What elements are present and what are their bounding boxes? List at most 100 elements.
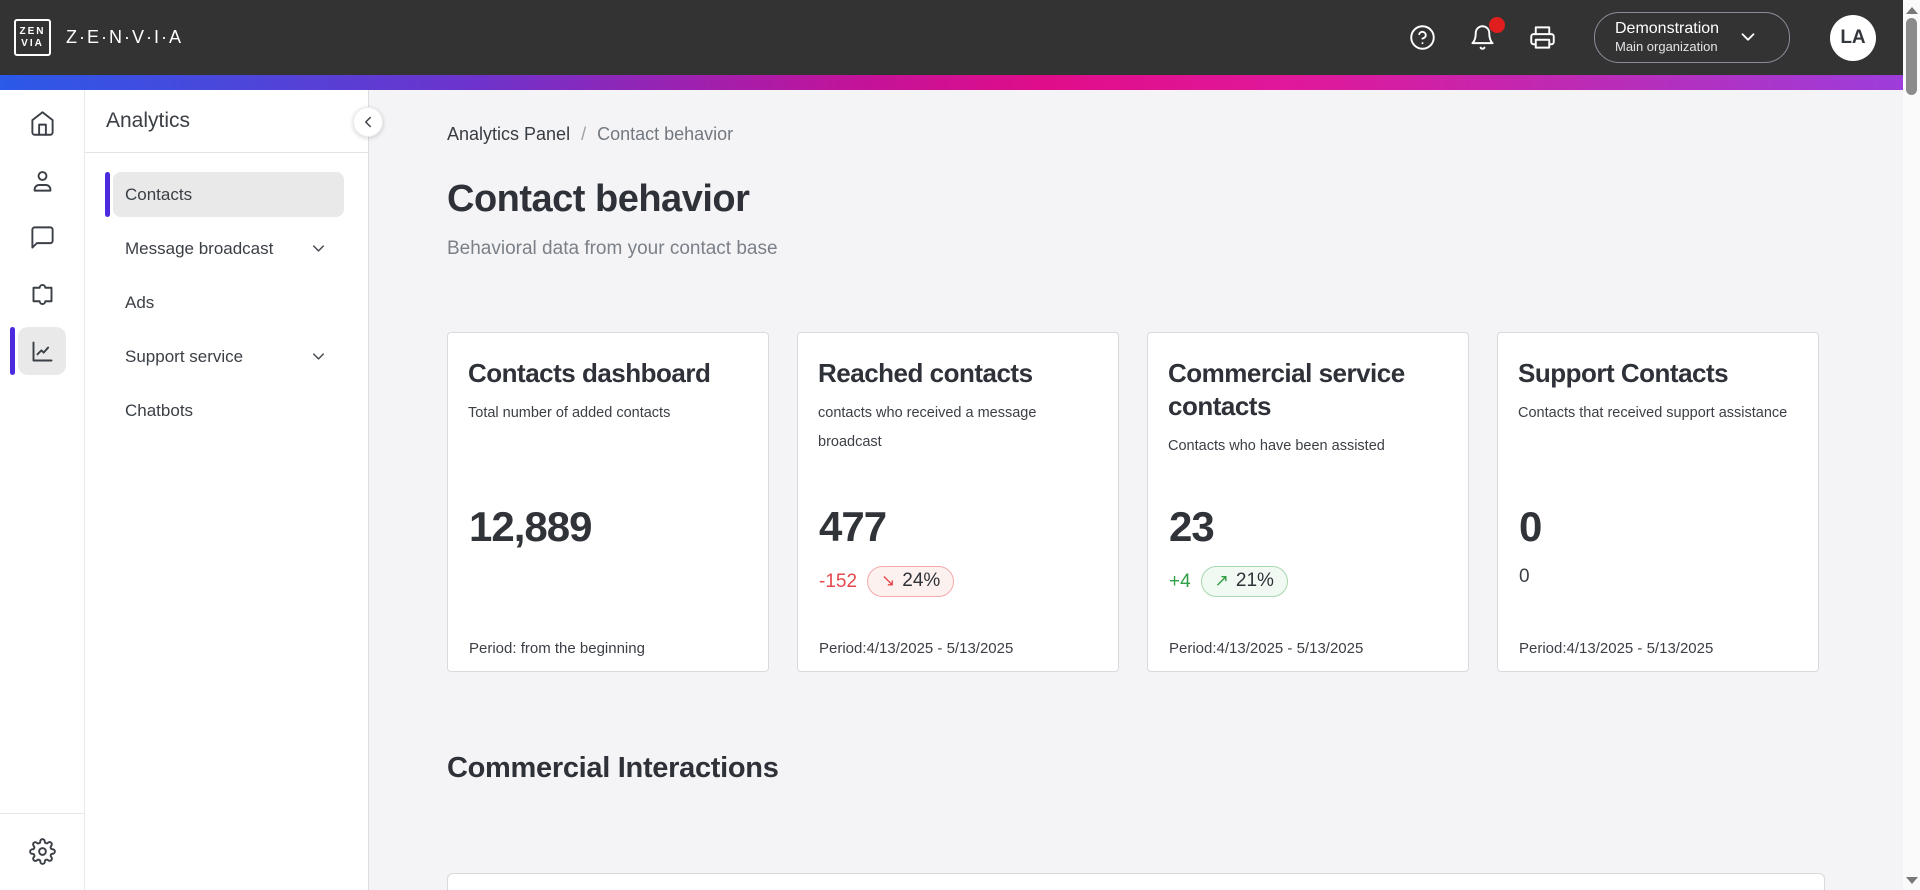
line-chart-icon [29,338,56,365]
section-title-commercial-interactions: Commercial Interactions [447,752,779,784]
app-body: Analytics Contacts Message broadcast Ads… [0,90,1903,890]
card-value: 12,889 [469,503,592,550]
sidebar-tickets-button[interactable] [18,270,66,318]
card-period: Period:4/13/2025 - 5/13/2025 [1519,640,1714,657]
sidebar-home-button[interactable] [18,99,66,147]
delta-value: 0 [1519,566,1530,587]
chevron-down-icon [309,347,328,366]
page-title: Contact behavior [447,178,750,220]
menu-item-contacts[interactable]: Contacts [105,172,344,217]
card-value: 477 [819,503,887,550]
chat-bubble-icon [29,224,56,251]
card-delta-row: -152 ↘ 24% [819,566,955,597]
card-title: Reached contacts [818,358,1033,388]
trend-down-arrow-icon: ↘ [881,571,896,590]
card-delta-row: 0 [1519,566,1530,588]
breadcrumb: Analytics Panel / Contact behavior [447,124,1903,145]
logo-line-bottom: VIA [21,37,44,49]
breadcrumb-separator: / [581,124,587,144]
metric-card-commercial-service-contacts: Commercial service contacts Contacts who… [1147,332,1469,672]
menu-item-label: Message broadcast [125,238,274,258]
card-description: contacts who received a message broadcas… [818,405,1037,450]
card-title: Commercial service contacts [1168,358,1405,421]
breadcrumb-current: Contact behavior [597,124,734,144]
panel-header: Analytics [85,90,368,153]
breadcrumb-analytics-panel[interactable]: Analytics Panel [447,124,571,144]
menu-item-chatbots[interactable]: Chatbots [113,388,344,433]
card-description: Contacts that received support assistanc… [1518,405,1788,421]
notification-badge [1489,17,1505,33]
help-button[interactable] [1409,24,1436,51]
zenvia-brand: ZEN VIA Z·E·N·V·I·A [14,19,183,56]
menu-item-label: Support service [125,346,244,366]
print-button[interactable] [1529,24,1556,51]
commercial-interactions-card [447,873,1825,890]
scrollbar-up-arrow[interactable] [1905,7,1918,14]
organization-subtitle: Main organization [1615,39,1718,54]
chevron-down-icon [1737,26,1759,48]
menu-item-message-broadcast[interactable]: Message broadcast [113,226,344,271]
menu-item-label: Chatbots [125,400,194,420]
brand-wordmark: Z·E·N·V·I·A [66,27,183,47]
scrollbar-thumb[interactable] [1906,18,1917,95]
card-description: Total number of added contacts [468,405,671,421]
card-title: Contacts dashboard [468,358,711,388]
analytics-panel: Analytics Contacts Message broadcast Ads… [85,90,383,890]
scrollbar-down-arrow[interactable] [1905,877,1918,884]
topbar-actions: Demonstration Main organization LA [1409,12,1876,63]
panel-collapse-button[interactable] [353,107,383,137]
delta-value: -152 [819,570,858,592]
sidebar-analytics-button[interactable] [10,327,66,375]
card-period: Period:4/13/2025 - 5/13/2025 [1169,640,1364,657]
card-value: 23 [1169,503,1215,550]
trend-badge-up: ↗ 21% [1200,566,1288,597]
metric-card-reached-contacts: Reached contacts contacts who received a… [797,332,1119,672]
organization-name: Demonstration [1615,20,1720,37]
card-period: Period:4/13/2025 - 5/13/2025 [819,640,1014,657]
panel-menu: Contacts Message broadcast Ads Support s… [85,153,368,433]
printer-icon [1529,24,1556,51]
delta-value: +4 [1169,570,1191,592]
card-period: Period: from the beginning [469,640,645,657]
logo-line-top: ZEN [19,25,46,37]
home-icon [29,110,56,137]
chevron-left-icon [359,113,377,131]
gear-icon [28,837,56,865]
metric-card-support-contacts: Support Contacts Contacts that received … [1497,332,1819,672]
sidebar-settings-button[interactable] [18,827,66,875]
trend-badge-down: ↘ 24% [867,566,955,597]
help-icon [1409,24,1436,51]
panel-title: Analytics [106,109,191,132]
topbar: ZEN VIA Z·E·N·V·I·A [0,0,1903,75]
notifications-button[interactable] [1469,17,1505,51]
trend-percentage: 21% [1235,570,1274,591]
user-avatar[interactable]: LA [1830,14,1876,61]
sidebar-rail [0,90,85,890]
rail-bottom-divider [0,813,84,890]
menu-item-label: Ads [125,292,155,312]
organization-switcher[interactable]: Demonstration Main organization [1594,12,1790,63]
card-title: Support Contacts [1518,358,1729,388]
sidebar-contacts-button[interactable] [18,156,66,204]
metric-cards-row: Contacts dashboard Total number of added… [447,332,1903,672]
menu-item-label: Contacts [125,184,193,204]
sidebar-conversations-button[interactable] [18,213,66,261]
menu-item-support-service[interactable]: Support service [113,334,344,379]
main-content: Analytics Panel / Contact behavior Conta… [369,90,1903,890]
page-subtitle: Behavioral data from your contact base [447,238,778,259]
bell-icon [1469,24,1496,51]
trend-percentage: 24% [902,570,941,591]
menu-item-ads[interactable]: Ads [113,280,344,325]
vertical-scrollbar[interactable] [1903,0,1920,890]
card-description: Contacts who have been assisted [1168,438,1385,454]
zenvia-logo-icon: ZEN VIA [14,19,51,56]
brand-gradient-bar [0,75,1903,90]
ticket-icon [29,281,56,308]
card-delta-row: +4 ↗ 21% [1169,566,1288,597]
card-value: 0 [1519,503,1542,550]
trend-up-arrow-icon: ↗ [1214,571,1229,590]
avatar-initials: LA [1840,26,1866,48]
person-icon [29,167,56,194]
chevron-down-icon [309,239,328,258]
metric-card-contacts-dashboard: Contacts dashboard Total number of added… [447,332,769,672]
